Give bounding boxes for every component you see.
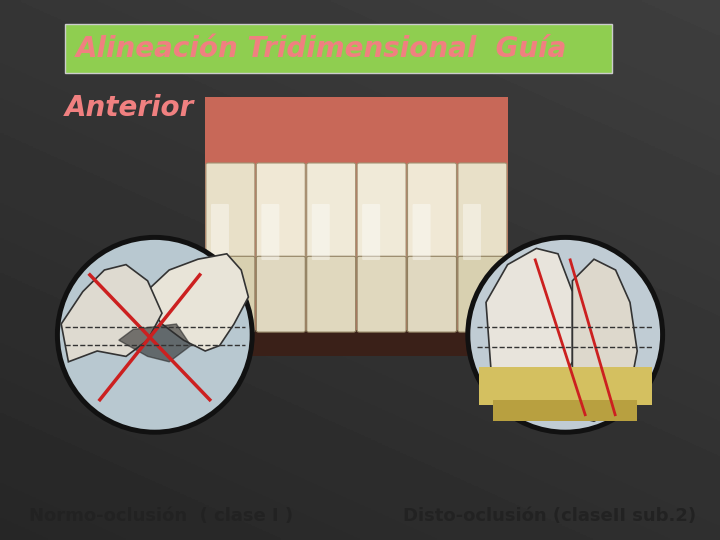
FancyBboxPatch shape [362,204,380,260]
FancyBboxPatch shape [413,204,431,260]
Polygon shape [486,248,572,410]
Ellipse shape [60,240,250,430]
FancyBboxPatch shape [307,163,356,301]
FancyBboxPatch shape [312,204,330,260]
FancyBboxPatch shape [206,256,255,332]
Ellipse shape [465,235,665,435]
Bar [65,24,612,73]
FancyBboxPatch shape [256,163,305,301]
Bar [205,97,508,170]
FancyBboxPatch shape [211,204,229,260]
FancyBboxPatch shape [357,163,406,301]
Ellipse shape [470,240,660,430]
Text: Normo-oclusión  ( clase I ): Normo-oclusión ( clase I ) [29,507,293,525]
FancyBboxPatch shape [408,256,456,332]
FancyBboxPatch shape [463,204,481,260]
FancyBboxPatch shape [408,163,456,301]
Bar [205,330,508,356]
Polygon shape [572,259,637,421]
FancyBboxPatch shape [256,256,305,332]
Text: Alineación Tridimensional  Guía: Alineación Tridimensional Guía [76,35,567,63]
FancyBboxPatch shape [357,256,406,332]
FancyBboxPatch shape [261,204,279,260]
FancyBboxPatch shape [307,256,356,332]
Bar [205,97,508,356]
Polygon shape [119,324,191,362]
Text: Disto-oclusión (claseII sub.2): Disto-oclusión (claseII sub.2) [403,507,696,525]
Polygon shape [140,254,248,351]
FancyBboxPatch shape [458,163,507,301]
Polygon shape [493,400,637,421]
Polygon shape [479,367,652,405]
Polygon shape [61,265,162,362]
Text: Anterior: Anterior [65,94,194,122]
FancyBboxPatch shape [206,163,255,301]
Ellipse shape [55,235,255,435]
FancyBboxPatch shape [458,256,507,332]
